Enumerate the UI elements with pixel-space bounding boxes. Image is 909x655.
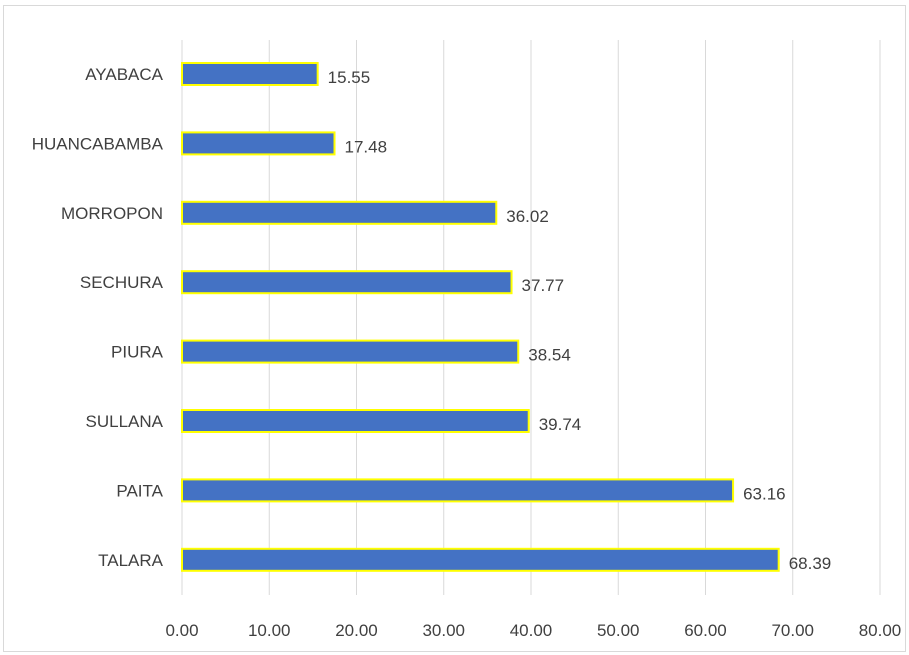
gridlines	[181, 40, 881, 595]
category-label: MORROPON	[61, 204, 163, 223]
bar	[181, 478, 735, 503]
data-label: 63.16	[743, 484, 786, 503]
bar	[181, 270, 513, 295]
bars	[181, 62, 780, 572]
data-label: 17.48	[345, 137, 388, 156]
bar	[181, 339, 520, 364]
data-label: 37.77	[522, 276, 565, 295]
category-label: HUANCABAMBA	[32, 134, 164, 153]
bar	[181, 409, 530, 433]
category-labels: AYABACA HUANCABAMBA MORROPON SECHURA PIURA SU…	[32, 65, 164, 570]
category-label: SULLANA	[86, 412, 164, 431]
category-label: PIURA	[111, 343, 164, 362]
category-label: TALARA	[98, 551, 164, 570]
category-label: SECHURA	[80, 273, 164, 292]
category-label: PAITA	[116, 481, 163, 500]
category-label: AYABACA	[85, 65, 163, 84]
data-label: 39.74	[539, 415, 582, 434]
x-tick-label: 30.00	[422, 621, 465, 640]
bar	[181, 200, 498, 225]
x-axis-tick-labels: 0.00 10.00 20.00 30.00 40.00 50.00 60.00 70.00 8…	[165, 621, 901, 640]
data-label: 15.55	[328, 68, 371, 87]
x-tick-label: 0.00	[165, 621, 198, 640]
x-tick-label: 80.00	[859, 621, 902, 640]
data-label: 38.54	[528, 346, 571, 365]
x-tick-label: 10.00	[248, 621, 291, 640]
chart-frame	[3, 5, 906, 652]
x-tick-label: 50.00	[597, 621, 640, 640]
bar	[181, 131, 336, 156]
data-label: 68.39	[789, 554, 832, 573]
x-tick-label: 40.00	[510, 621, 553, 640]
data-labels: 15.55 17.48 36.02 37.77 38.54 39.74 63.16 68.39	[328, 68, 832, 573]
data-label: 36.02	[506, 207, 549, 226]
x-tick-label: 60.00	[684, 621, 727, 640]
x-tick-label: 70.00	[771, 621, 814, 640]
x-tick-label: 20.00	[335, 621, 378, 640]
bar	[181, 62, 319, 86]
bar	[181, 547, 780, 572]
